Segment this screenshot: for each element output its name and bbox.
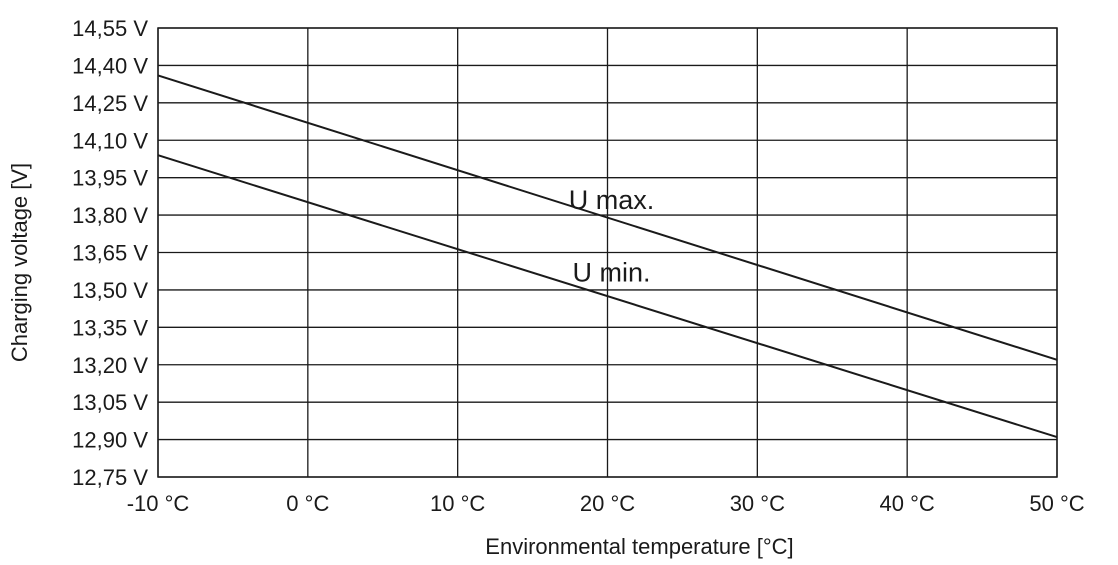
series-line-u-min [157,154,1058,439]
y-tick-label: 13,95 V [72,166,148,191]
x-axis-ticks: -10 °C 0 °C 10 °C 20 °C 30 °C 40 °C 50 °C [127,491,1085,516]
y-tick-label: 14,10 V [72,128,148,153]
y-tick-label: 13,35 V [72,315,148,340]
y-tick-label: 12,75 V [72,465,148,490]
series-labels: U max. U min. [569,185,655,287]
grid [157,27,1058,478]
x-tick-label: 0 °C [286,491,329,516]
x-tick-label: 40 °C [880,491,935,516]
x-tick-label: 30 °C [730,491,785,516]
series-lines [157,74,1058,439]
y-tick-label: 14,40 V [72,53,148,78]
y-tick-label: 13,80 V [72,203,148,228]
y-axis-title: Charging voltage [V] [7,163,32,362]
y-tick-label: 14,25 V [72,91,148,116]
plot-area-border [157,27,1058,478]
y-axis-ticks: 14,55 V 14,40 V 14,25 V 14,10 V 13,95 V 13,80… [72,16,148,490]
x-axis-title: Environmental temperature [°C] [485,534,793,559]
y-tick-label: 14,55 V [72,16,148,41]
y-tick-label: 12,90 V [72,428,148,453]
x-tick-label: 20 °C [580,491,635,516]
y-tick-label: 13,05 V [72,390,148,415]
y-tick-label: 13,20 V [72,353,148,378]
series-label-u-min: U min. [572,257,650,287]
x-tick-label: 10 °C [430,491,485,516]
x-tick-label: 50 °C [1029,491,1084,516]
series-label-u-max: U max. [569,185,655,215]
series-line-u-max [157,74,1058,361]
y-tick-label: 13,65 V [72,241,148,266]
x-tick-label: -10 °C [127,491,190,516]
y-tick-label: 13,50 V [72,278,148,303]
